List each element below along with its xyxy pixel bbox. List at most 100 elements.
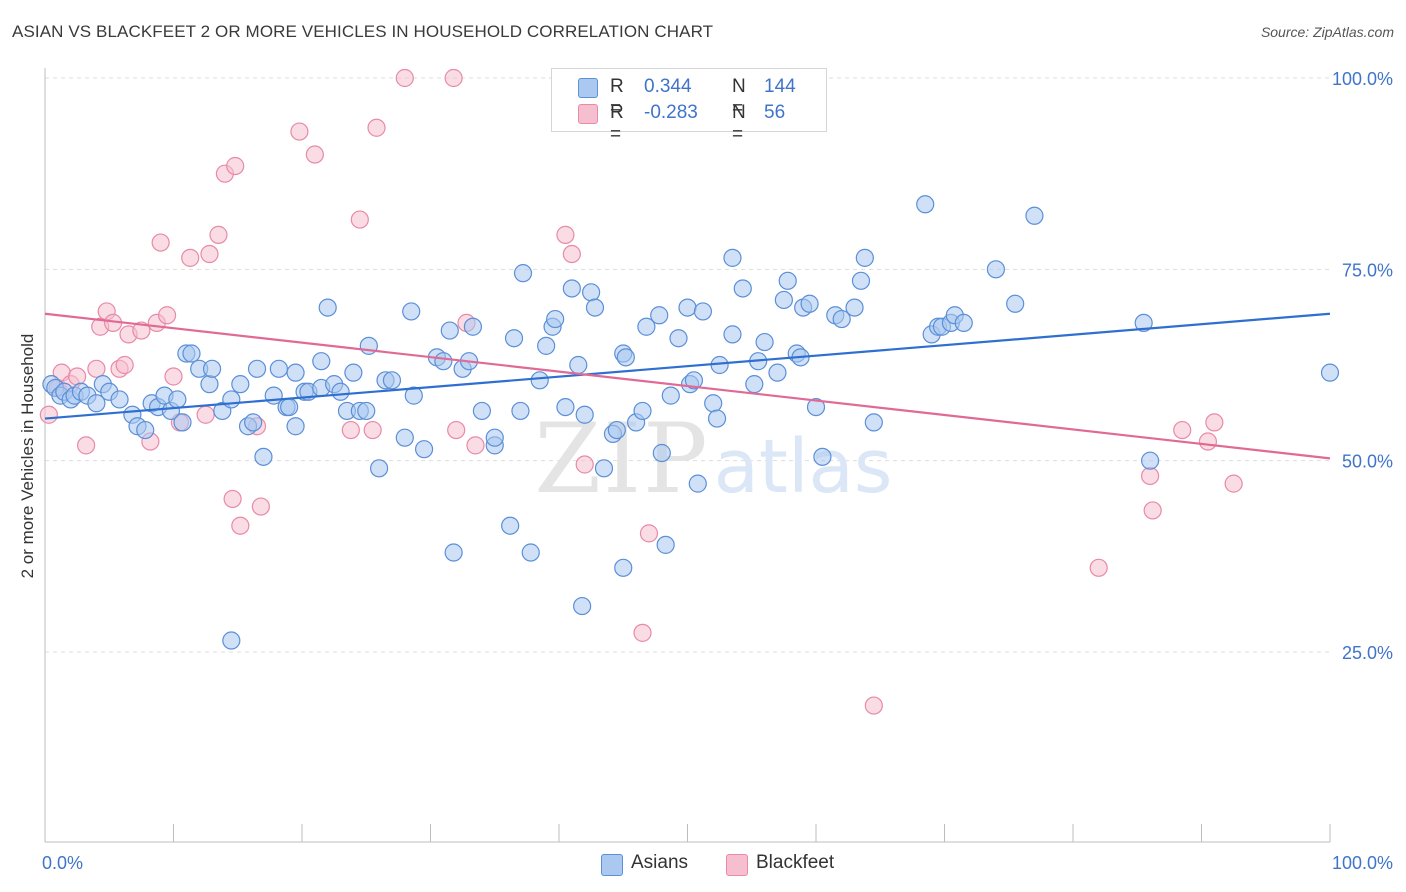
blackfeet-point [151, 233, 170, 252]
asian-point [656, 535, 675, 554]
blackfeet-swatch [578, 104, 598, 124]
asian-point [800, 294, 819, 313]
series-asians-points [42, 195, 1340, 650]
blackfeet-point [1140, 466, 1160, 486]
blackfeet-point [196, 405, 215, 424]
y-tick-label: 25.0% [1342, 643, 1393, 663]
asian-point [661, 386, 680, 405]
asian-point [723, 325, 742, 344]
x-tick-label-max: 100.0% [1332, 853, 1393, 873]
asian-point [511, 401, 530, 421]
r-label: R = [610, 102, 624, 145]
asian-point [440, 321, 459, 340]
asian-point [286, 363, 305, 382]
blackfeet-point [1198, 432, 1218, 451]
asian-point [768, 363, 787, 382]
asian-point [168, 390, 187, 409]
asian-point [1006, 294, 1025, 313]
blackfeet-point [1143, 501, 1162, 520]
blackfeet-point [87, 359, 106, 378]
asian-point [110, 390, 129, 409]
blackfeet-point [1173, 420, 1192, 440]
asian-point [585, 298, 605, 317]
r-label: R = [610, 76, 624, 119]
asian-point [395, 428, 414, 447]
asian-point [845, 298, 864, 317]
asian-point [244, 413, 263, 432]
asian-point [87, 394, 106, 413]
asian-point [222, 631, 241, 650]
blackfeet-point [341, 420, 360, 440]
asian-point [755, 332, 774, 352]
chart-title: ASIAN VS BLACKFEET 2 OR MORE VEHICLES IN… [12, 22, 714, 41]
source-label: Source: ZipAtlas.com [1260, 24, 1394, 40]
asian-point [556, 397, 575, 417]
asian-point [530, 371, 549, 390]
asian-point [231, 375, 250, 394]
asian-point [382, 371, 402, 390]
asian-point [594, 459, 614, 478]
axes [44, 68, 1331, 843]
legend-label: Blackfeet [756, 852, 835, 873]
asian-point [472, 401, 491, 421]
asian-point [331, 382, 350, 401]
asian-point [404, 386, 423, 405]
asian-point [650, 306, 669, 325]
asian-point [504, 329, 524, 348]
blackfeet-point [164, 367, 183, 386]
asian-point [247, 359, 267, 378]
asian-point [669, 329, 688, 348]
asian-point [200, 375, 219, 394]
blackfeet-point [223, 489, 242, 509]
asian-point [312, 352, 331, 371]
blackfeet-point [1224, 474, 1243, 493]
asian-point [806, 397, 826, 417]
blackfeet-point [575, 455, 594, 474]
tick-labels: 25.0% 50.0% 75.0% 100.0% 0.0% 100.0% [42, 69, 1393, 873]
asian-point [916, 195, 935, 214]
asian-point [813, 447, 832, 466]
blackfeet-point [466, 436, 485, 455]
blackfeet-point [231, 516, 250, 535]
asians-swatch [578, 78, 598, 98]
blackfeet-point [157, 306, 177, 325]
asian-point [575, 405, 594, 424]
asian-point [864, 413, 883, 432]
asian-point [652, 443, 671, 463]
asian-point [173, 413, 192, 432]
blackfeet-point [200, 244, 219, 264]
n-value: 144 [764, 76, 796, 97]
blackfeet-point [367, 118, 386, 137]
blackfeet-point [39, 405, 58, 424]
blackfeet-point [447, 420, 466, 440]
blackfeet-point [395, 68, 414, 88]
blackfeet-point [562, 244, 581, 264]
watermark-zip: ZIP [534, 403, 709, 515]
blackfeet-point [864, 696, 883, 715]
asian-point [986, 260, 1006, 279]
asian-point [222, 390, 241, 409]
blackfeet-point [115, 355, 134, 375]
y-tick-label: 75.0% [1342, 260, 1393, 280]
asian-point [707, 409, 727, 428]
y-axis-label: 2 or more Vehicles in Household [18, 334, 37, 579]
asian-point [688, 474, 707, 493]
blackfeet-point [633, 623, 652, 642]
asian-point [136, 420, 155, 440]
asian-point [1320, 363, 1340, 382]
asian-point [723, 248, 742, 267]
blackfeet-point [1089, 558, 1108, 577]
asian-point [434, 352, 453, 371]
asian-point [637, 317, 656, 336]
asian-point [582, 283, 601, 302]
asian-point [1025, 206, 1044, 225]
r-value: 0.344 [644, 76, 692, 97]
asian-point [774, 290, 793, 310]
blackfeet-point [305, 145, 324, 164]
blackfeet-point [209, 225, 228, 244]
n-label: N = [732, 102, 746, 145]
blackfeet-point [556, 225, 575, 244]
asian-point [851, 271, 871, 290]
asian-point [1134, 313, 1153, 333]
blackfeet-point [350, 210, 369, 229]
